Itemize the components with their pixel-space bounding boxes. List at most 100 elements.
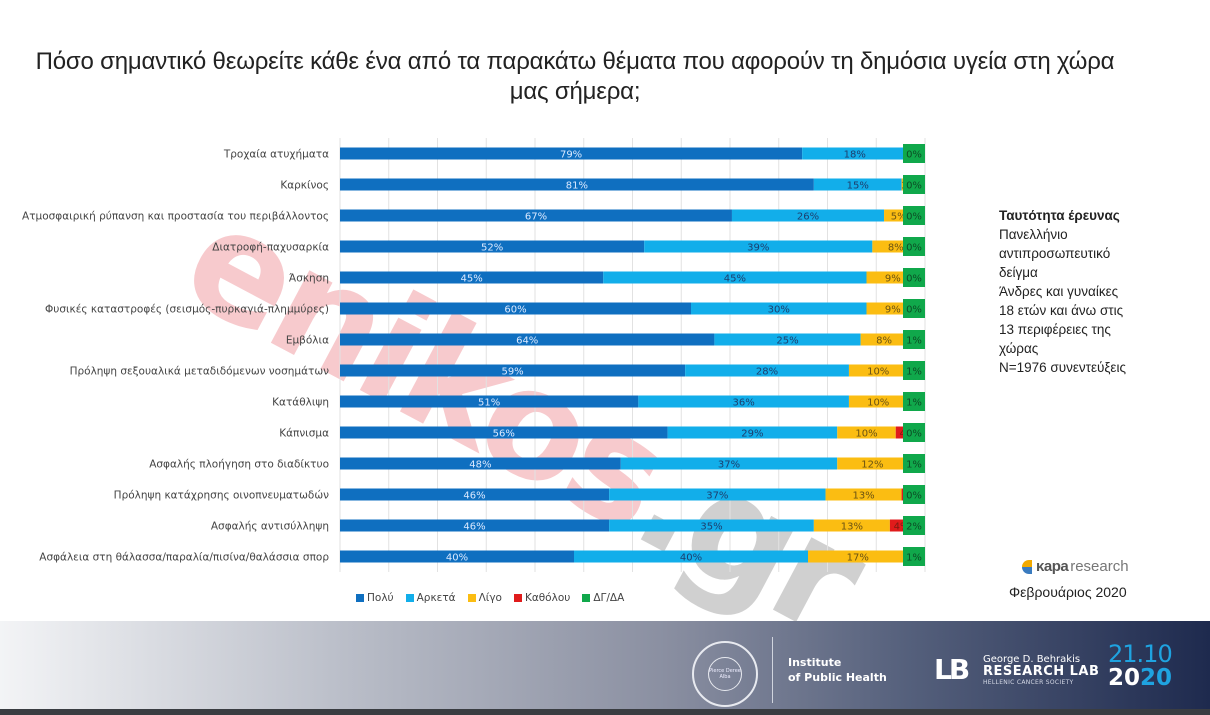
chart-legend: Πολύ Αρκετά Λίγο Καθόλου ΔΓ/ΔΑ (356, 592, 624, 604)
year-part1: 20 (1108, 665, 1141, 691)
category-label: Κατάθλιψη (272, 397, 329, 409)
bar-segment-2 (848, 364, 908, 377)
data-label: 1% (906, 367, 922, 378)
category-label: Ασφαλής πλοήγηση στο διαδίκτυο (149, 459, 329, 471)
data-label: 13% (852, 491, 874, 502)
bar-segment-dk (903, 268, 925, 287)
data-label: 5% (891, 212, 907, 223)
data-label: 37% (718, 460, 740, 471)
category-label: Πρόληψη σεξουαλικά μεταδιδόμενων νοσημάτ… (70, 366, 330, 378)
data-label: 9% (885, 274, 901, 285)
data-label: 39% (747, 243, 769, 254)
bar-segment-0 (340, 302, 691, 315)
data-label: 26% (797, 212, 819, 223)
institute-line2: of Public Health (788, 671, 887, 684)
category-label: Φυσικές καταστροφές (σεισμός-πυρκαγιά-πλ… (45, 304, 329, 316)
bar-segment-0 (340, 147, 803, 160)
data-label: 1% (906, 460, 922, 471)
data-label: 25% (776, 336, 798, 347)
bars: 79%18%2%0%81%15%2%0%67%26%5%0%52%39%8%0%… (340, 144, 925, 566)
bar-segment-2 (837, 457, 908, 470)
kapa-logo-text: κapa (1036, 558, 1069, 575)
bar-segment-1 (813, 178, 902, 191)
bar-segment-dk (903, 547, 925, 566)
survey-info-line: Πανελλήνιο (999, 227, 1068, 242)
data-label: 46% (463, 491, 485, 502)
data-label: 81% (566, 181, 588, 192)
legend-item: ΔΓ/ΔΑ (582, 592, 624, 604)
lab-line1: George D. Behrakis (983, 654, 1081, 665)
data-label: 13% (841, 522, 863, 533)
lab-line3: HELLENIC CANCER SOCIETY (983, 679, 1074, 686)
bar-segment-2 (808, 550, 908, 563)
research-logo-text: research (1070, 558, 1129, 575)
data-label: 40% (446, 553, 468, 564)
bar-segment-2 (837, 426, 896, 439)
bar-segment-0 (340, 240, 645, 253)
data-label: 15% (847, 181, 869, 192)
data-label: 8% (888, 243, 904, 254)
legend-item: Λίγο (467, 592, 502, 604)
institute-line1: Institute (788, 656, 842, 669)
bar-segment-1 (638, 395, 849, 408)
lab-line2: RESEARCH LAB (983, 664, 1100, 679)
bar-segment-0 (340, 395, 639, 408)
legend-swatch (356, 594, 364, 602)
data-label: 2% (906, 522, 922, 533)
data-label: 45% (724, 274, 746, 285)
data-label: 9% (885, 305, 901, 316)
data-label: 30% (768, 305, 790, 316)
data-label: 64% (516, 336, 538, 347)
event-date-year: 2020 (1108, 666, 1172, 690)
legend-item: Καθόλου (513, 592, 571, 604)
bar-segment-0 (340, 550, 574, 563)
data-label: 40% (680, 553, 702, 564)
category-label: Ασφάλεια στη θάλασσα/παραλία/πισίνα/θαλά… (39, 552, 329, 564)
survey-date: Φεβρουάριος 2020 (1009, 584, 1127, 600)
bar-segment-1 (685, 364, 849, 377)
bar-segment-1 (620, 457, 838, 470)
year-part2: 20 (1140, 665, 1173, 691)
bar-segment-1 (574, 550, 808, 563)
bar-segment-0 (340, 271, 604, 284)
bar-segment-1 (644, 240, 873, 253)
legend-swatch (582, 594, 591, 602)
kapa-logo-icon (1022, 559, 1032, 574)
data-label: 0% (906, 212, 922, 223)
survey-info-line: N=1976 συνεντεύξεις (999, 360, 1126, 375)
survey-info-line: αντιπροσωπευτικό (999, 246, 1111, 261)
legend-label: Πολύ (367, 592, 394, 604)
legend-swatch (467, 594, 476, 602)
data-label: 0% (906, 150, 922, 161)
bar-segment-dk (903, 361, 925, 380)
bar-segment-dk (903, 485, 925, 504)
kapa-research-logo: κapa research (1022, 558, 1129, 575)
bar-segment-dk (903, 516, 925, 535)
bar-segment-2 (860, 333, 908, 346)
bar-segment-0 (340, 426, 668, 439)
data-label: 29% (741, 429, 763, 440)
data-label: 17% (847, 553, 869, 564)
survey-info-heading: Ταυτότητα έρευνας (999, 208, 1120, 223)
data-label: 45% (461, 274, 483, 285)
data-label: 1% (906, 336, 922, 347)
category-label: Ατμοσφαιρική ρύπανση και προστασία του π… (22, 211, 329, 223)
category-label: Καρκίνος (280, 180, 329, 192)
data-label: 10% (867, 398, 889, 409)
category-label: Άσκηση (289, 273, 329, 285)
data-label: 1% (906, 553, 922, 564)
survey-info-line: 18 ετών και άνω στις (999, 303, 1124, 318)
bar-segment-dk (903, 454, 925, 473)
bar-segment-0 (340, 519, 610, 532)
legend-label: Καθόλου (524, 592, 571, 604)
data-label: 79% (560, 150, 582, 161)
bar-segment-2 (848, 395, 908, 408)
category-label: Εμβόλια (286, 335, 329, 347)
data-label: 0% (906, 274, 922, 285)
data-label: 12% (861, 460, 883, 471)
data-label: 37% (706, 491, 728, 502)
category-label: Τροχαία ατυχήματα (223, 149, 329, 161)
category-label: Διατροφή-παχυσαρκία (212, 242, 329, 254)
data-label: 35% (700, 522, 722, 533)
data-label: 56% (493, 429, 515, 440)
